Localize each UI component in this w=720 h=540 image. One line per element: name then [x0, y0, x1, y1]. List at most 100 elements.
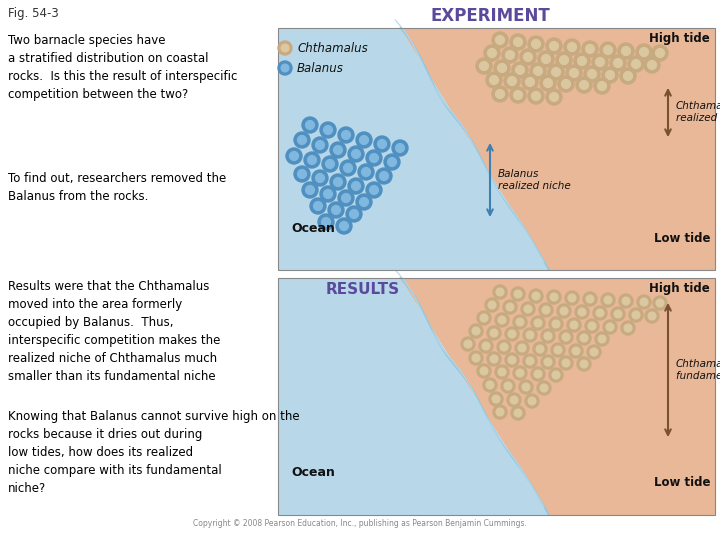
Circle shape — [315, 173, 325, 183]
Circle shape — [508, 356, 516, 364]
Circle shape — [312, 137, 328, 153]
Circle shape — [645, 309, 659, 323]
Circle shape — [565, 291, 579, 305]
Circle shape — [501, 379, 515, 393]
Circle shape — [510, 396, 518, 404]
Circle shape — [297, 136, 307, 144]
Circle shape — [580, 334, 588, 342]
Circle shape — [343, 164, 352, 172]
Circle shape — [510, 87, 526, 103]
Circle shape — [464, 340, 472, 348]
Circle shape — [598, 335, 606, 343]
Circle shape — [318, 214, 334, 230]
Circle shape — [562, 333, 570, 341]
Circle shape — [505, 51, 514, 59]
Circle shape — [587, 345, 601, 359]
Circle shape — [376, 168, 392, 184]
Circle shape — [624, 324, 632, 332]
Circle shape — [629, 308, 643, 322]
Circle shape — [514, 290, 522, 298]
Circle shape — [648, 312, 656, 320]
Circle shape — [369, 153, 379, 163]
Circle shape — [281, 44, 289, 52]
Circle shape — [359, 198, 369, 206]
Circle shape — [483, 378, 497, 392]
Circle shape — [374, 136, 390, 152]
Circle shape — [490, 76, 498, 84]
Text: Ocean: Ocean — [291, 467, 335, 480]
Circle shape — [366, 150, 382, 166]
Circle shape — [560, 307, 568, 315]
Circle shape — [322, 156, 338, 172]
Circle shape — [330, 174, 346, 190]
Circle shape — [461, 337, 475, 351]
Circle shape — [486, 381, 494, 389]
Circle shape — [314, 201, 323, 211]
Circle shape — [592, 54, 608, 70]
Circle shape — [559, 356, 573, 370]
Circle shape — [346, 206, 362, 222]
Circle shape — [622, 297, 630, 305]
Circle shape — [320, 122, 336, 138]
Circle shape — [598, 82, 606, 90]
Circle shape — [522, 74, 538, 90]
Circle shape — [604, 296, 612, 304]
Circle shape — [559, 330, 573, 344]
Circle shape — [564, 39, 580, 55]
Circle shape — [494, 60, 510, 76]
Circle shape — [359, 136, 369, 144]
Circle shape — [595, 58, 604, 66]
Circle shape — [557, 304, 571, 318]
Circle shape — [610, 55, 626, 71]
Circle shape — [549, 92, 559, 102]
Circle shape — [547, 290, 561, 304]
Circle shape — [531, 316, 545, 330]
Circle shape — [601, 293, 615, 307]
Circle shape — [526, 331, 534, 339]
Circle shape — [395, 144, 405, 152]
Circle shape — [348, 178, 364, 194]
Circle shape — [488, 301, 496, 309]
Text: Chthamalus: Chthamalus — [297, 42, 368, 55]
Circle shape — [556, 52, 572, 68]
Circle shape — [514, 409, 522, 417]
Circle shape — [508, 77, 516, 85]
Circle shape — [549, 368, 563, 382]
Circle shape — [513, 366, 527, 380]
Circle shape — [534, 370, 542, 378]
Circle shape — [603, 320, 617, 334]
Circle shape — [307, 156, 316, 164]
Text: Knowing that Balanus cannot survive high on the
rocks because it dries out durin: Knowing that Balanus cannot survive high… — [8, 410, 300, 495]
Circle shape — [524, 305, 532, 313]
Circle shape — [546, 38, 562, 54]
Circle shape — [323, 126, 333, 134]
Text: EXPERIMENT: EXPERIMENT — [430, 7, 550, 25]
Text: Results were that the Chthamalus
moved into the area formerly
occupied by Balanu: Results were that the Chthamalus moved i… — [8, 280, 220, 383]
Circle shape — [578, 308, 586, 316]
Circle shape — [576, 77, 592, 93]
Circle shape — [525, 394, 539, 408]
Circle shape — [469, 351, 483, 365]
Circle shape — [538, 51, 554, 67]
Circle shape — [552, 68, 560, 76]
Circle shape — [278, 61, 292, 75]
Text: To find out, researchers removed the
Balanus from the rocks.: To find out, researchers removed the Bal… — [8, 172, 226, 203]
Circle shape — [532, 292, 540, 300]
Circle shape — [528, 397, 536, 405]
Circle shape — [652, 45, 668, 61]
Circle shape — [328, 202, 344, 218]
Circle shape — [515, 341, 529, 355]
Circle shape — [606, 71, 614, 79]
Circle shape — [621, 46, 631, 56]
Circle shape — [472, 327, 480, 335]
Circle shape — [500, 343, 508, 351]
Circle shape — [541, 329, 555, 343]
Text: Two barnacle species have
a stratified distribution on coastal
rocks.  Is this t: Two barnacle species have a stratified d… — [8, 34, 238, 101]
Circle shape — [495, 90, 505, 98]
Circle shape — [534, 319, 542, 327]
Circle shape — [392, 140, 408, 156]
Circle shape — [536, 345, 544, 353]
Circle shape — [594, 78, 610, 94]
Circle shape — [480, 314, 488, 322]
Circle shape — [505, 327, 519, 341]
